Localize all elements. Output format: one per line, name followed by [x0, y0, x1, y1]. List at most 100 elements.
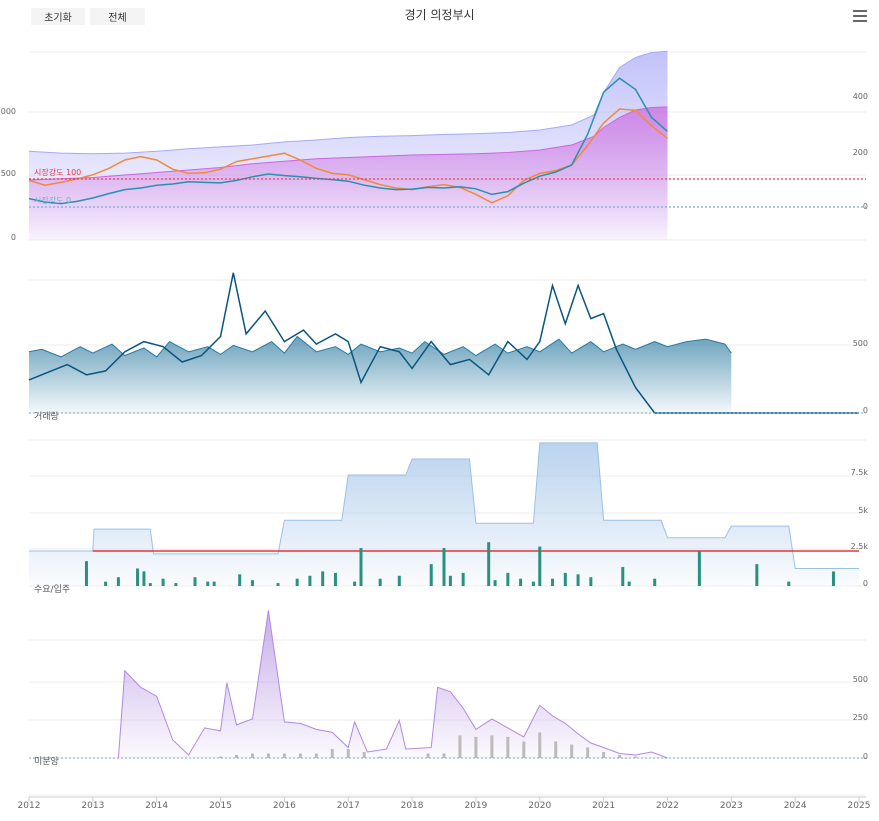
area-fill-unsold	[118, 610, 668, 758]
bar-unsold	[266, 753, 270, 758]
right-tick-label: 250	[853, 713, 868, 722]
show-all-button[interactable]: 전체	[90, 8, 145, 25]
bar-supply	[697, 550, 701, 586]
area-edge-volume	[28, 335, 732, 358]
right-tick-label: 0	[863, 406, 868, 415]
bar-supply	[538, 546, 542, 586]
plot-line-label: 시장강도 0	[34, 195, 71, 205]
x-tick-label: 2023	[720, 801, 743, 811]
bar-unsold	[426, 753, 430, 758]
right-tick-label: 200	[853, 148, 868, 157]
bar-supply	[193, 577, 197, 586]
bar-supply	[621, 567, 625, 586]
bar-supply	[321, 571, 325, 586]
reset-zoom-button[interactable]: 초기화	[31, 8, 85, 25]
bar-supply	[493, 580, 497, 586]
right-tick-label: 500	[853, 339, 868, 348]
bar-supply	[276, 583, 280, 586]
area-fill-volume	[29, 336, 732, 413]
bar-supply	[308, 575, 312, 586]
bar-supply	[448, 575, 452, 586]
bar-unsold	[235, 754, 238, 758]
series-line-volume	[28, 272, 859, 414]
area-edge-unsold	[117, 610, 668, 759]
x-tick-label: 2013	[81, 801, 104, 811]
area-edge-supply	[29, 442, 859, 569]
series-line-market	[28, 77, 668, 205]
bar-unsold	[554, 741, 558, 758]
bar-supply	[116, 577, 120, 586]
bar-supply	[563, 572, 567, 586]
x-tick-label: 2022	[656, 801, 679, 811]
bar-supply	[378, 578, 382, 586]
bar-unsold	[586, 747, 590, 758]
right-tick-label: 0	[863, 579, 868, 588]
bar-unsold	[250, 753, 254, 758]
area-edge-market	[28, 106, 668, 181]
bar-supply	[487, 542, 491, 586]
x-tick-label: 2012	[18, 801, 41, 811]
bar-unsold	[282, 753, 286, 758]
bar-supply	[250, 580, 254, 586]
bar-supply	[627, 581, 631, 586]
bar-supply	[461, 572, 465, 586]
right-tick-label: 5k	[858, 506, 868, 515]
bar-supply	[212, 581, 216, 586]
x-tick-label: 2018	[401, 801, 424, 811]
bar-supply	[161, 578, 165, 586]
bar-unsold	[330, 748, 334, 758]
bar-supply	[136, 568, 140, 586]
bar-unsold	[538, 732, 542, 758]
bar-supply	[359, 548, 363, 586]
bar-unsold	[490, 735, 494, 758]
bar-supply	[353, 581, 357, 586]
x-tick-label: 2020	[528, 801, 551, 811]
left-tick-label: 1000	[0, 107, 16, 116]
bar-unsold	[442, 753, 446, 758]
bar-supply	[551, 578, 555, 586]
x-tick-label: 2016	[273, 801, 296, 811]
right-tick-label: 500	[853, 675, 868, 684]
bar-supply	[442, 548, 446, 586]
bar-unsold	[570, 744, 574, 758]
bar-unsold	[298, 753, 302, 758]
bar-supply	[576, 574, 580, 586]
bar-unsold	[602, 751, 606, 758]
bar-supply	[429, 564, 433, 586]
hamburger-menu-icon[interactable]	[853, 10, 867, 22]
bar-supply	[831, 571, 835, 586]
x-tick-label: 2019	[464, 801, 487, 811]
bar-unsold	[314, 753, 318, 758]
bar-supply	[295, 578, 299, 586]
x-tick-label: 2015	[209, 801, 232, 811]
x-tick-label: 2025	[848, 801, 871, 811]
bar-supply	[787, 581, 791, 586]
bar-supply	[142, 571, 146, 586]
right-tick-label: 7.5k	[851, 468, 869, 477]
bar-unsold	[474, 736, 478, 758]
x-tick-label: 2021	[592, 801, 615, 811]
bar-unsold	[219, 756, 223, 758]
right-tick-label: 2.5k	[851, 542, 869, 551]
x-tick-label: 2017	[337, 801, 360, 811]
area-fill-supply	[29, 442, 859, 586]
area-edge-market	[28, 50, 668, 155]
series-line-market	[28, 108, 668, 204]
bar-supply	[84, 561, 88, 586]
bar-supply	[104, 581, 108, 586]
bar-supply	[148, 583, 152, 586]
bar-supply	[397, 575, 401, 586]
bar-unsold	[506, 736, 510, 758]
bar-unsold	[522, 741, 526, 758]
bar-supply	[531, 581, 535, 586]
panel-label-unsold: 미분양	[34, 756, 59, 767]
page-title: 경기 의정부시	[404, 8, 475, 22]
bar-supply	[333, 572, 337, 586]
bar-unsold	[618, 754, 622, 758]
bar-unsold	[458, 735, 462, 758]
bar-unsold	[362, 751, 366, 758]
bar-supply	[653, 578, 657, 586]
x-tick-label: 2014	[145, 801, 168, 811]
bar-supply	[238, 574, 242, 586]
